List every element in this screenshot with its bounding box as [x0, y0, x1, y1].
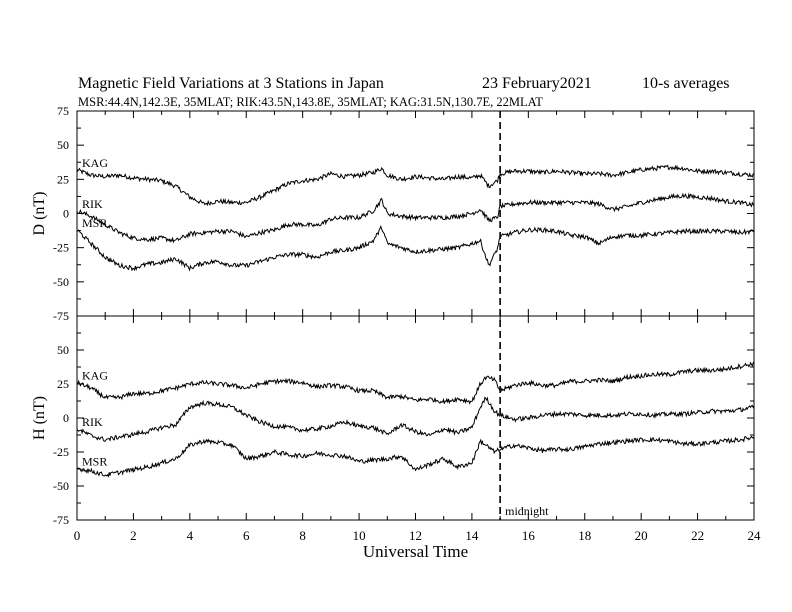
series-label-kag: KAG: [82, 156, 108, 170]
x-axis-label: Universal Time: [363, 542, 468, 561]
series-line-rik: [76, 396, 755, 442]
stations-info: MSR:44.4N,142.3E, 35MLAT; RIK:43.5N,143.…: [78, 95, 543, 109]
y-tick-label: -50: [53, 479, 69, 493]
y-tick-label: -75: [53, 513, 69, 527]
y-tick-label: -75: [53, 309, 69, 323]
x-tick-label: 6: [243, 528, 250, 543]
series-label-rik: RIK: [82, 197, 103, 211]
y-tick-label: 25: [57, 172, 69, 186]
y-tick-label: 25: [57, 377, 69, 391]
series-label-msr: MSR: [82, 216, 107, 230]
x-tick-label: 16: [522, 528, 536, 543]
series-label-kag: KAG: [82, 369, 108, 383]
y-tick-label: -25: [53, 241, 69, 255]
series-label-msr: MSR: [82, 454, 107, 468]
x-tick-label: 14: [465, 528, 479, 543]
y-tick-label: 0: [63, 411, 69, 425]
averaging-label: 10-s averages: [642, 75, 730, 92]
x-tick-label: 12: [409, 528, 422, 543]
x-tick-label: 0: [74, 528, 81, 543]
panel-frame: [76, 110, 755, 317]
y-tick-label: 50: [57, 138, 69, 152]
series-line-msr: [76, 225, 755, 272]
y-tick-label: -25: [53, 445, 69, 459]
midnight-label: midnight: [505, 504, 549, 518]
series-line-kag: [76, 361, 755, 405]
x-tick-label: 24: [748, 528, 762, 543]
series-line-kag: [76, 164, 755, 207]
chart-date: 23 February2021: [482, 75, 592, 92]
chart-panels: -75 -50 -25 0 25 50 75 D (nT) KAG RIK MSR -75 -50 -25…: [31, 104, 761, 561]
series-line-msr: [76, 435, 755, 478]
series-line-rik: [76, 192, 755, 244]
y-axis-label: H (nT): [31, 396, 48, 440]
x-tick-label: 8: [299, 528, 306, 543]
x-tick-label: 2: [130, 528, 137, 543]
series-label-rik: RIK: [82, 415, 103, 429]
y-tick-label: 75: [57, 104, 69, 118]
chart-title: Magnetic Field Variations at 3 Stations …: [78, 75, 384, 92]
y-tick-label: 50: [57, 343, 69, 357]
x-tick-label: 20: [635, 528, 648, 543]
y-tick-label: -50: [53, 275, 69, 289]
y-tick-label: 0: [63, 207, 69, 221]
x-tick-label: 22: [691, 528, 704, 543]
x-tick-label: 10: [353, 528, 366, 543]
x-tick-label: 18: [578, 528, 591, 543]
y-axis-label: D (nT): [31, 192, 48, 236]
x-tick-label: 4: [187, 528, 194, 543]
panel-frame: [76, 315, 755, 521]
